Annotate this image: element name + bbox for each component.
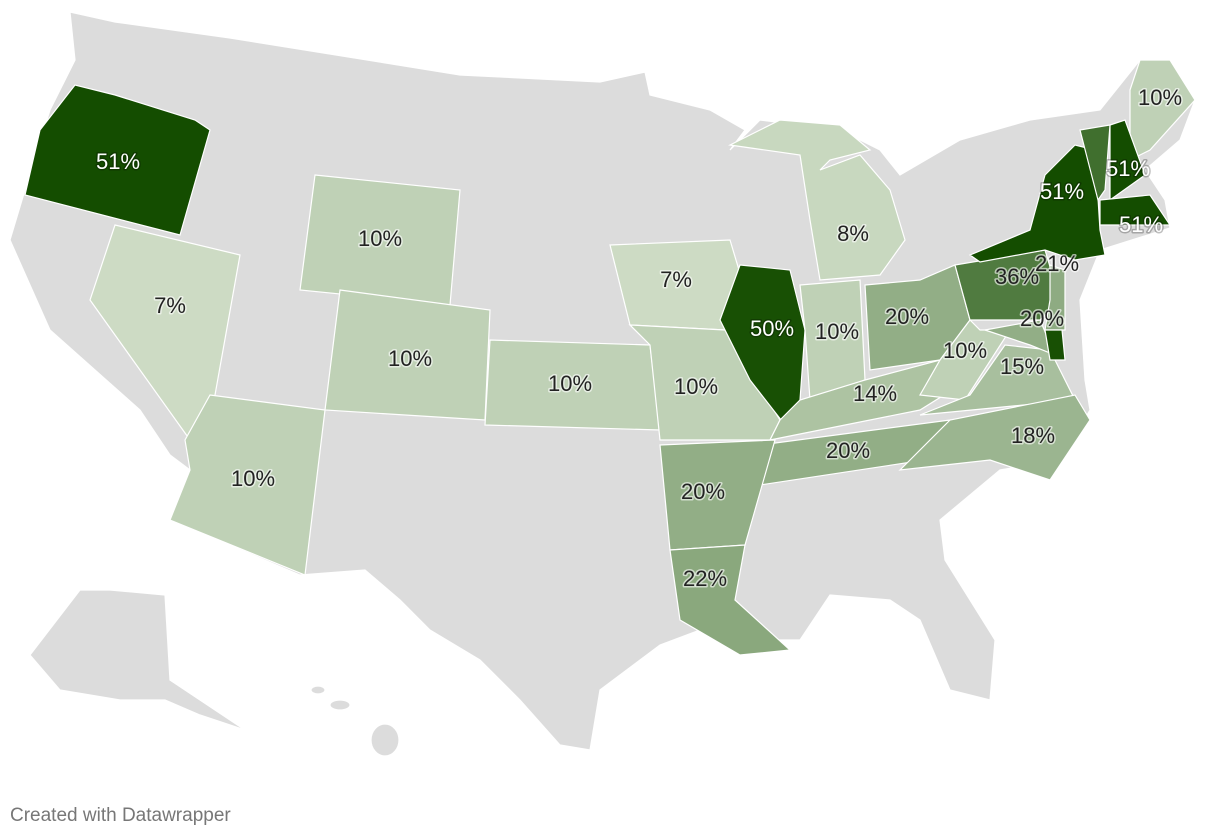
value-label: 36%: [995, 264, 1039, 289]
value-label: 10%: [1138, 85, 1182, 110]
value-label: 8%: [837, 221, 869, 246]
value-label: 10%: [815, 319, 859, 344]
value-label: 51%: [1106, 156, 1150, 181]
labels: 51% 7% 10% 10% 10% 10% 7% 10% 50% 8% 10% 20% 14% 10% 1…: [94, 83, 1183, 592]
value-label: 20%: [826, 438, 870, 463]
value-label: 21%: [1035, 251, 1079, 276]
hawaii: [310, 685, 326, 695]
hawaii: [329, 699, 351, 711]
region: [898, 394, 1091, 481]
value-label: 20%: [885, 304, 929, 329]
region: [1129, 59, 1196, 161]
value-label: 22%: [683, 566, 727, 591]
region: [169, 394, 326, 576]
region: [968, 144, 1106, 263]
region: [669, 544, 792, 656]
hawaii: [370, 723, 400, 757]
value-label: 10%: [358, 226, 402, 251]
alaska: [29, 589, 246, 731]
credit: Created with Datawrapper: [10, 805, 231, 826]
value-label: 51%: [1040, 179, 1084, 204]
region: [1099, 194, 1172, 226]
value-label: 18%: [1011, 423, 1055, 448]
region: [1109, 119, 1146, 202]
region: [1044, 329, 1066, 361]
value-label: 10%: [943, 338, 987, 363]
value-label: 10%: [674, 374, 718, 399]
value-label: 7%: [154, 293, 186, 318]
value-label: 10%: [388, 346, 432, 371]
region: [24, 84, 211, 236]
region: [659, 439, 776, 551]
value-label: 15%: [1000, 354, 1044, 379]
value-label: 20%: [681, 479, 725, 504]
value-label: 10%: [548, 371, 592, 396]
value-label: 7%: [660, 267, 692, 292]
value-label: 51%: [1119, 212, 1163, 237]
region: [1079, 124, 1111, 202]
value-label: 14%: [853, 381, 897, 406]
value-label: 50%: [750, 316, 794, 341]
value-label: 10%: [231, 466, 275, 491]
region: [728, 119, 906, 281]
value-label: 20%: [1020, 306, 1064, 331]
regions: [24, 59, 1196, 656]
value-label: 51%: [96, 149, 140, 174]
